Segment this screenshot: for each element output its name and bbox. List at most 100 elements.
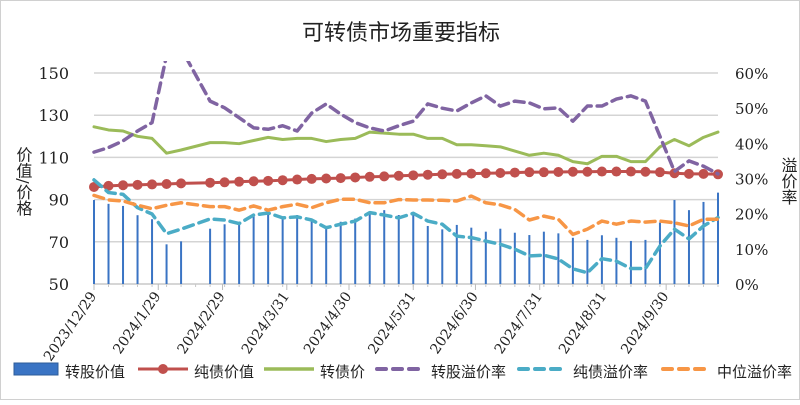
bar-convert-value xyxy=(484,231,487,284)
left-tick-label: 90 xyxy=(49,191,69,210)
data-point-marker xyxy=(277,175,288,186)
bar-convert-value xyxy=(586,239,589,284)
legend-label: 转股价值 xyxy=(65,362,126,381)
data-point-marker xyxy=(466,168,477,179)
legend-item: 中位溢价率 xyxy=(661,359,792,383)
bar-convert-value xyxy=(209,228,212,284)
bar-convert-value xyxy=(383,210,386,284)
right-axis-label: 溢价率 xyxy=(779,157,798,205)
legend-swatch-icon xyxy=(375,361,425,381)
left-tick-label: 130 xyxy=(38,106,69,125)
chart-title: 可转债市场重要指标 xyxy=(302,21,500,46)
legend-swatch-icon xyxy=(661,361,711,381)
data-point-marker xyxy=(480,168,491,179)
bar-convert-value xyxy=(281,216,284,284)
data-point-marker xyxy=(596,166,607,177)
data-point-marker xyxy=(451,168,462,179)
data-point-marker xyxy=(335,173,346,184)
x-tick-label: 2023/12/29 xyxy=(41,289,100,364)
legend-swatch-icon xyxy=(138,361,188,381)
data-point-marker xyxy=(698,168,709,179)
data-point-marker xyxy=(219,177,230,188)
left-tick-label: 50 xyxy=(49,275,69,294)
left-tick-label: 70 xyxy=(49,233,69,252)
data-point-marker xyxy=(176,178,187,189)
series-line-5 xyxy=(92,193,720,237)
legend-swatch-icon xyxy=(13,361,59,381)
legend-item: 纯债价值 xyxy=(138,359,254,383)
x-tick-label: 2024/5/31 xyxy=(365,289,419,357)
x-tick-label: 2024/8/31 xyxy=(556,289,610,357)
data-point-marker xyxy=(350,172,361,183)
x-tick-label: 2024/3/31 xyxy=(239,289,293,357)
legend-label: 中位溢价率 xyxy=(717,362,793,381)
bar-convert-value xyxy=(673,200,676,284)
bar-convert-value xyxy=(238,223,241,284)
bar-convert-value xyxy=(557,233,560,284)
legend-item: 转股价值 xyxy=(13,359,125,383)
data-point-marker xyxy=(321,173,332,184)
bar-convert-value xyxy=(122,205,125,284)
bar-convert-value xyxy=(151,219,154,284)
bar-convert-value xyxy=(165,244,168,284)
bar-convert-value xyxy=(571,237,574,284)
right-tick-label: 50% xyxy=(735,100,768,118)
x-tick-label: 2024/4/30 xyxy=(301,289,355,357)
right-tick-label: 0% xyxy=(735,276,759,294)
bar-convert-value xyxy=(223,224,226,284)
bar-convert-value xyxy=(687,210,690,284)
x-tick-label: 2024/1/29 xyxy=(110,289,164,357)
bar-convert-value xyxy=(107,203,110,284)
data-point-marker xyxy=(437,169,448,180)
bar-convert-value xyxy=(513,232,516,284)
data-point-marker xyxy=(379,171,390,182)
right-tick-label: 60% xyxy=(735,65,768,83)
legend-label: 纯债溢价率 xyxy=(573,362,649,381)
data-point-marker xyxy=(611,166,622,177)
bar-convert-value xyxy=(310,220,313,284)
series-line-1 xyxy=(92,170,720,189)
bar-convert-value xyxy=(412,212,415,284)
right-tick-label: 10% xyxy=(735,241,768,259)
data-point-marker xyxy=(103,180,114,191)
bar-convert-value xyxy=(455,224,458,284)
data-point-marker xyxy=(205,177,216,188)
legend-label: 转股溢价率 xyxy=(431,362,507,381)
data-point-marker xyxy=(393,170,404,181)
data-point-marker xyxy=(248,176,259,187)
bar-convert-value xyxy=(658,222,661,284)
data-point-marker xyxy=(263,175,274,186)
data-point-marker xyxy=(89,181,99,192)
bar-convert-value xyxy=(702,201,705,284)
x-tick-label: 2024/6/30 xyxy=(427,289,481,357)
data-point-marker xyxy=(509,167,520,178)
legend-swatch-icon xyxy=(264,361,314,381)
data-point-marker xyxy=(582,166,593,177)
data-point-marker xyxy=(553,166,564,177)
bar-convert-value xyxy=(267,214,270,284)
data-point-marker xyxy=(161,178,172,189)
bar-convert-value xyxy=(180,241,183,284)
left-tick-label: 150 xyxy=(38,64,69,83)
data-point-marker xyxy=(147,179,158,190)
bar-convert-value xyxy=(325,225,328,284)
data-point-marker xyxy=(408,170,419,181)
data-point-marker xyxy=(132,179,143,190)
x-tick-label: 2024/7/31 xyxy=(492,289,546,357)
bar-convert-value xyxy=(499,228,502,284)
bar-convert-value xyxy=(397,215,400,284)
bar-convert-value xyxy=(644,239,647,284)
bar-convert-value xyxy=(426,225,429,284)
bar-convert-value xyxy=(542,231,545,284)
data-point-marker xyxy=(364,171,375,182)
bar-convert-value xyxy=(528,235,531,284)
bar-convert-value xyxy=(252,216,255,284)
series-line-4 xyxy=(92,178,720,275)
data-point-marker xyxy=(654,167,665,178)
data-point-marker xyxy=(625,166,636,177)
bar-convert-value xyxy=(339,221,342,284)
bar-convert-value xyxy=(368,211,371,284)
legend: 转股价值 纯债价值 转债价 转股溢价率 纯债溢价率 中位溢价率 xyxy=(1,359,800,383)
